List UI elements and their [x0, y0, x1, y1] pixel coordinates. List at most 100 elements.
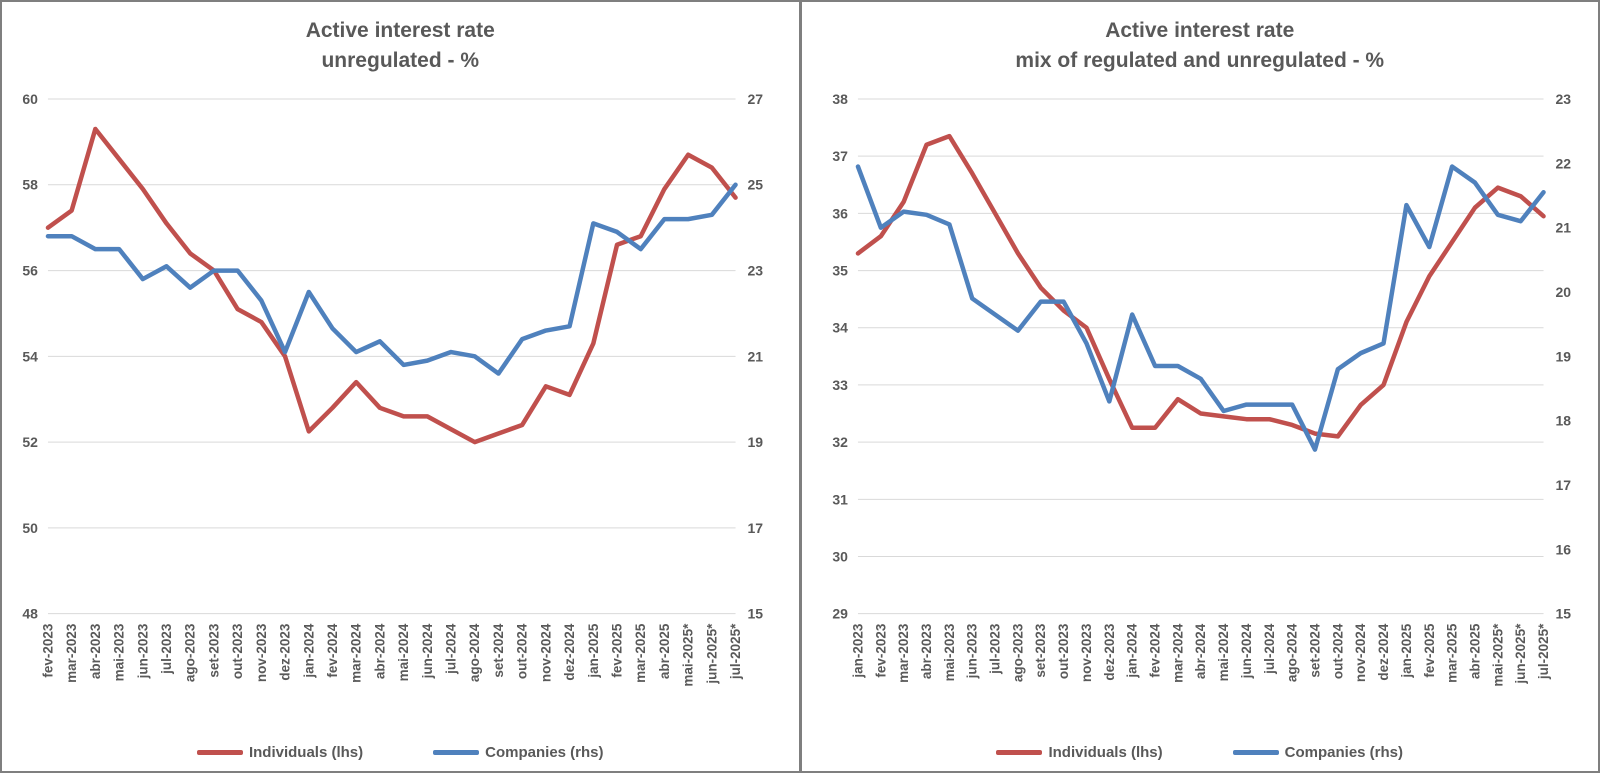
y-axis-label-left: 36 [832, 205, 848, 221]
companies-line-series [45, 182, 738, 376]
x-axis-label: mar-2025 [633, 623, 648, 683]
x-axis-label: mar-2023 [896, 623, 911, 683]
y-axis-label-left: 35 [832, 263, 848, 279]
x-axis-label: abr-2023 [919, 623, 934, 679]
x-axis-label: jul-2024 [1261, 623, 1276, 675]
x-axis-label: jan-2024 [301, 623, 316, 678]
x-axis-label: mai-2024 [396, 623, 411, 681]
right-chart-panel: Active interest rate mix of regulated an… [801, 2, 1599, 771]
y-axis-label-right: 25 [748, 177, 764, 193]
x-axis-label: mai-2023 [112, 623, 127, 681]
legend-label-individuals: Individuals (lhs) [1048, 744, 1163, 761]
companies-line-swatch [1232, 750, 1279, 755]
x-axis-label: jun-2025* [1513, 623, 1528, 685]
x-axis-label: fev-2024 [325, 623, 340, 677]
y-axis-label-right: 23 [1555, 91, 1571, 107]
x-axis-label: abr-2024 [372, 623, 387, 679]
y-axis-label-right: 17 [1555, 477, 1571, 493]
x-axis-label: mai-2024 [1216, 623, 1231, 681]
x-axis-label: nov-2024 [538, 623, 553, 682]
x-axis-label: out-2024 [515, 623, 530, 679]
x-axis-label: set-2024 [491, 623, 506, 677]
x-axis-label: out-2024 [1330, 623, 1345, 679]
chart-title: Active interest rate unregulated - % [2, 2, 799, 84]
x-axis-label: jul-2023 [987, 623, 1002, 675]
companies-line-series [855, 164, 1546, 452]
y-axis-label-left: 60 [22, 91, 38, 107]
x-axis-label: dez-2024 [1376, 623, 1391, 680]
y-axis-label-right: 21 [748, 348, 764, 364]
x-axis-label: set-2024 [1307, 623, 1322, 677]
x-axis-label: mar-2025 [1444, 623, 1459, 683]
x-axis-label: jul-2024 [444, 623, 459, 675]
y-axis-label-left: 31 [832, 491, 848, 507]
chart-legend: Individuals (lhs) Companies (rhs) [2, 744, 799, 761]
individuals-line-swatch [996, 750, 1043, 755]
y-axis-label-left: 54 [22, 348, 38, 364]
chart-title-line1: Active interest rate [305, 19, 495, 42]
x-axis-label: jul-2025* [1536, 623, 1551, 680]
x-axis-label: jan-2025 [1398, 623, 1413, 678]
chart-title: Active interest rate mix of regulated an… [802, 2, 1599, 84]
x-axis-label: ago-2023 [183, 623, 198, 682]
legend-label-companies: Companies (rhs) [485, 744, 604, 761]
y-axis-label-right: 21 [1555, 220, 1571, 236]
y-axis-label-left: 37 [832, 148, 848, 164]
x-axis-label: abr-2023 [88, 623, 103, 679]
x-axis-label: jun-2025* [704, 623, 719, 685]
y-axis-label-left: 58 [22, 177, 38, 193]
y-axis-label-left: 56 [22, 263, 38, 279]
individuals-line-swatch [196, 750, 243, 755]
chart-title-line2: mix of regulated and unregulated - % [1015, 49, 1385, 73]
x-axis-label: set-2023 [1033, 623, 1048, 677]
x-axis-label: jul-2023 [159, 623, 174, 675]
y-axis-label-right: 23 [748, 263, 764, 279]
x-axis-label: mar-2024 [1170, 623, 1185, 683]
y-axis-label-left: 30 [832, 549, 848, 565]
x-axis-label: jan-2025 [586, 623, 601, 678]
x-axis-label: jun-2023 [964, 623, 979, 679]
chart-title-line1: Active interest rate [1105, 19, 1295, 42]
x-axis-label: dez-2024 [562, 623, 577, 680]
y-axis-label-right: 15 [748, 606, 764, 622]
x-axis-label: out-2023 [230, 623, 245, 679]
legend-item-companies: Companies (rhs) [433, 744, 604, 761]
chart-title-line2: unregulated - % [321, 49, 479, 73]
x-axis-label: mai-2023 [941, 623, 956, 681]
legend-label-individuals: Individuals (lhs) [248, 744, 364, 761]
x-axis-label: fev-2023 [873, 623, 888, 677]
y-axis-label-left: 52 [22, 434, 38, 450]
x-axis-label: abr-2025 [657, 623, 672, 679]
y-axis-label-right: 27 [748, 91, 764, 107]
x-axis-label: fev-2024 [1147, 623, 1162, 677]
x-axis-label: mai-2025* [681, 623, 696, 687]
y-axis-label-left: 32 [832, 434, 848, 450]
legend-label-companies: Companies (rhs) [1284, 744, 1404, 761]
y-axis-label-left: 29 [832, 606, 848, 622]
legend-item-individuals: Individuals (lhs) [996, 744, 1163, 761]
x-axis-label: mar-2023 [64, 623, 79, 683]
y-axis-label-right: 19 [748, 434, 764, 450]
chart-canvas-mixed: 38 37 36 35 34 33 32 31 30 29 23 22 21 20 19 18 17 16 15 ja… [832, 91, 1571, 687]
x-axis-label: fev-2025 [1421, 623, 1436, 677]
y-axis-label-left: 33 [832, 377, 848, 393]
individuals-line-series [855, 133, 1546, 439]
x-axis-label: dez-2023 [278, 623, 293, 680]
x-axis-label: jun-2024 [1238, 623, 1253, 679]
chart-canvas-unregulated: 60 58 56 54 52 50 48 27 25 23 21 19 17 15 fev-2023 mar-… [22, 91, 764, 687]
y-axis-label-right: 17 [748, 520, 764, 536]
x-axis-label: jan-2023 [850, 623, 865, 678]
x-axis-label: nov-2024 [1353, 623, 1368, 682]
x-axis-label: jun-2024 [420, 623, 435, 679]
x-axis-label: jan-2024 [1124, 623, 1139, 678]
y-axis-label-right: 20 [1555, 284, 1571, 300]
x-axis-label: mar-2024 [349, 623, 364, 683]
x-axis-label: abr-2024 [1193, 623, 1208, 679]
left-chart-panel: Active interest rate unregulated - % 60 5… [2, 2, 802, 771]
x-axis-label: ago-2024 [1284, 623, 1299, 682]
x-axis-label: nov-2023 [1079, 623, 1094, 682]
y-axis-label-right: 22 [1555, 155, 1571, 171]
y-axis-label-right: 15 [1555, 606, 1571, 622]
x-axis-label: jul-2025* [728, 623, 743, 680]
